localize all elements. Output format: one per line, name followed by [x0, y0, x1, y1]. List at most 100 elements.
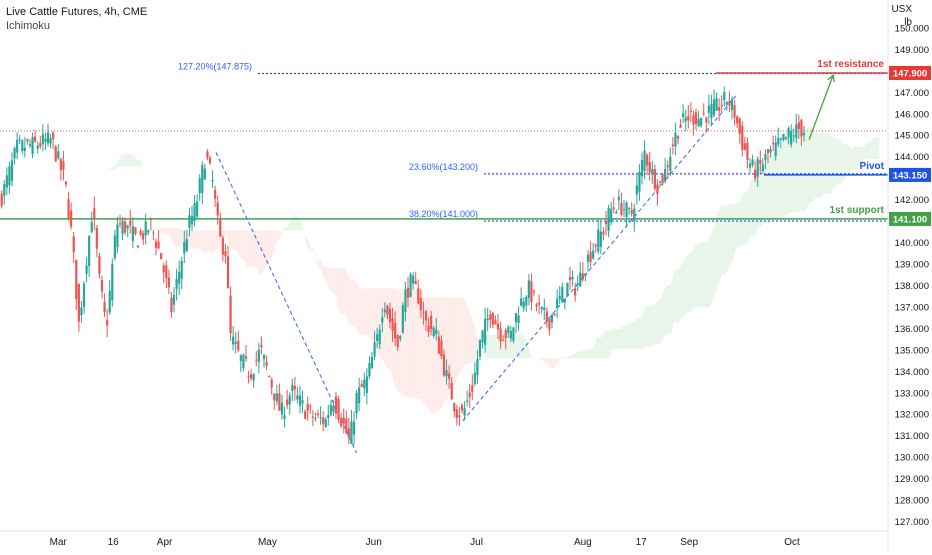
- candle-body: [150, 219, 152, 220]
- ichimoku-cloud-segment: [229, 230, 232, 248]
- ichimoku-cloud-segment: [607, 331, 610, 359]
- key-level-name: Pivot: [860, 161, 885, 172]
- candle-body: [440, 340, 442, 356]
- ichimoku-cloud-segment: [856, 147, 859, 170]
- ichimoku-cloud-segment: [278, 230, 281, 239]
- currency-label: USX: [891, 4, 912, 15]
- ichimoku-cloud-segment: [489, 335, 492, 359]
- candle-body: [775, 142, 777, 156]
- ichimoku-cloud-segment: [85, 180, 88, 185]
- ichimoku-cloud-segment: [699, 242, 702, 307]
- time-tick-label: Mar: [50, 537, 68, 548]
- candle-body: [793, 135, 795, 136]
- ichimoku-cloud-segment: [224, 230, 227, 237]
- candle-body: [409, 274, 411, 297]
- ichimoku-cloud-segment: [630, 323, 633, 349]
- candle-body: [173, 295, 175, 305]
- ichimoku-cloud-segment: [455, 297, 458, 385]
- candle-body: [553, 314, 555, 315]
- ichimoku-cloud-segment: [561, 358, 564, 359]
- ichimoku-cloud-segment: [149, 193, 152, 217]
- candle-body: [186, 239, 188, 251]
- ichimoku-cloud-segment: [437, 297, 440, 411]
- candle-body: [47, 132, 49, 143]
- ichimoku-cloud-segment: [111, 166, 114, 169]
- candle-body: [538, 303, 540, 305]
- ichimoku-cloud-segment: [260, 230, 263, 273]
- price-tick-label: 144.000: [895, 152, 929, 163]
- ichimoku-cloud-segment: [234, 230, 237, 250]
- ichimoku-cloud-segment: [208, 230, 211, 252]
- candle-body: [168, 278, 170, 288]
- candle-body: [697, 119, 699, 127]
- ichimoku-cloud-segment: [306, 236, 309, 250]
- ichimoku-cloud-segment: [838, 139, 841, 184]
- ichimoku-cloud-segment: [532, 358, 535, 359]
- candle-body: [8, 166, 10, 185]
- candle-body: [127, 226, 129, 229]
- ichimoku-cloud-segment: [247, 230, 250, 266]
- price-tick-label: 136.000: [895, 324, 929, 335]
- candle-body: [39, 143, 41, 146]
- candle-body: [736, 116, 738, 123]
- candle-body: [443, 354, 445, 375]
- ichimoku-cloud-segment: [409, 290, 412, 397]
- candle-body: [672, 145, 674, 146]
- candle-body: [703, 113, 705, 114]
- price-tick-label: 133.000: [895, 388, 929, 399]
- ichimoku-cloud-segment: [211, 230, 214, 253]
- ichimoku-cloud-segment: [363, 288, 366, 335]
- ichimoku-cloud-segment: [633, 321, 636, 349]
- candle-body: [93, 208, 95, 219]
- ichimoku-cloud-segment: [671, 271, 674, 334]
- ichimoku-cloud-segment: [640, 313, 643, 349]
- candle-body: [726, 102, 728, 105]
- ichimoku-cloud-segment: [589, 348, 592, 358]
- candle-body: [530, 281, 532, 302]
- candle-body: [283, 415, 285, 418]
- candle-body: [199, 178, 201, 193]
- ichimoku-cloud-segment: [190, 230, 193, 248]
- ichimoku-cloud-segment: [825, 132, 828, 194]
- candle-body: [307, 404, 309, 411]
- candle-body: [363, 380, 365, 389]
- ichimoku-cloud-segment: [681, 259, 684, 318]
- candle-body: [78, 284, 80, 322]
- candle-body: [327, 415, 329, 418]
- ichimoku-cloud-segment: [807, 128, 810, 207]
- ichimoku-cloud-segment: [697, 243, 700, 307]
- candle-body: [677, 136, 679, 139]
- candle-body: [237, 341, 239, 350]
- candle-body: [505, 330, 507, 338]
- candle-body: [746, 143, 748, 160]
- candle-body: [528, 280, 530, 298]
- ichimoku-cloud-segment: [368, 288, 371, 339]
- key-level-name: 1st support: [830, 205, 885, 216]
- candle-body: [785, 137, 787, 139]
- ichimoku-cloud-segment: [638, 317, 641, 349]
- price-tick-label: 134.000: [895, 367, 929, 378]
- ichimoku-cloud-segment: [766, 157, 769, 223]
- ichimoku-cloud-segment: [213, 230, 216, 253]
- ichimoku-cloud-segment: [823, 132, 826, 194]
- ichimoku-cloud-segment: [285, 226, 288, 230]
- ichimoku-cloud-segment: [275, 230, 278, 246]
- candle-body: [42, 134, 44, 143]
- candle-body: [782, 134, 784, 140]
- candle-body: [253, 374, 255, 380]
- price-tick-label: 130.000: [895, 453, 929, 464]
- candle-body: [343, 417, 345, 423]
- candle-body: [466, 401, 468, 402]
- ichimoku-cloud-segment: [206, 230, 209, 252]
- candle-body: [559, 296, 561, 300]
- ichimoku-cloud-segment: [751, 179, 754, 236]
- ichimoku-cloud-segment: [771, 154, 774, 219]
- ichimoku-cloud-segment: [316, 261, 319, 266]
- ichimoku-cloud-segment: [249, 230, 252, 266]
- ichimoku-cloud-segment: [738, 201, 741, 247]
- ichimoku-cloud-segment: [666, 285, 669, 333]
- candle-body: [715, 98, 717, 110]
- candle-body: [335, 397, 337, 414]
